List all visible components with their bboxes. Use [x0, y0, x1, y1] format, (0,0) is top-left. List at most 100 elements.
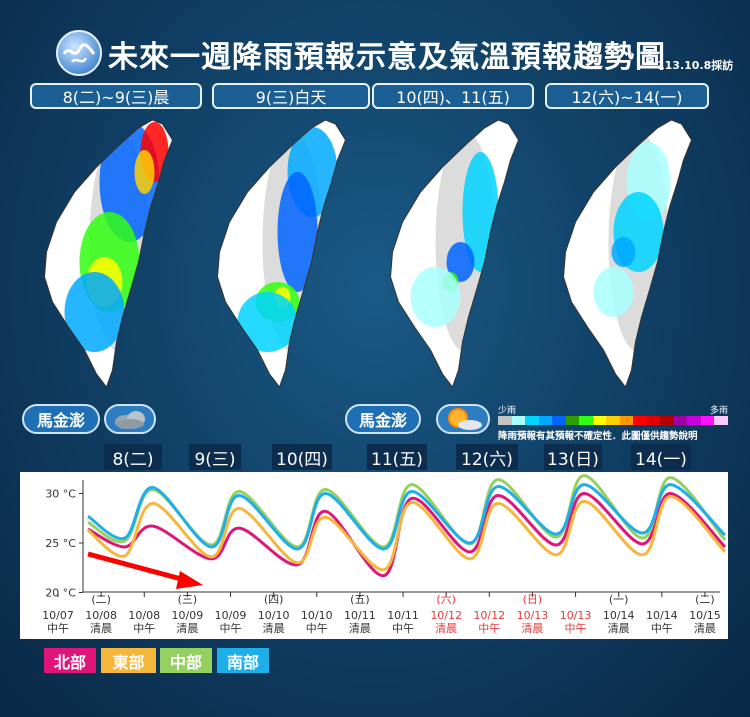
x-tick-label: 清晨	[694, 622, 716, 635]
rain-area	[134, 150, 155, 194]
x-tick-label: 清晨	[349, 622, 371, 635]
rain-area	[64, 272, 125, 352]
cloud-icon	[104, 404, 156, 434]
colorbar-swatch	[660, 416, 674, 425]
colorbar-swatch	[592, 416, 606, 425]
x-tick-label: 10/10	[301, 609, 333, 622]
x-tick-label: 10/09	[172, 609, 204, 622]
legend-south: 南部	[217, 648, 269, 673]
x-tick-label: 清晨	[521, 622, 543, 635]
colorbar-swatch	[646, 416, 660, 425]
day-label: 12(六)	[456, 444, 518, 470]
colorbar-swatch	[606, 416, 620, 425]
x-tick-label: (二)	[695, 593, 715, 606]
x-tick-label: 中午	[651, 622, 673, 635]
rain-area	[410, 267, 461, 327]
x-tick-label: (五)	[350, 593, 370, 606]
rain-scale-note: 降雨預報有其預報不確定性．此圖僅供趨勢說明	[498, 431, 698, 442]
legend-east: 東部	[101, 648, 156, 673]
x-tick-label: 中午	[306, 622, 328, 635]
rain-area	[237, 292, 298, 352]
colorbar-swatch	[700, 416, 714, 425]
x-tick-label: 中午	[565, 622, 587, 635]
x-tick-label: 10/13	[560, 609, 592, 622]
x-tick-label: 10/09	[215, 609, 247, 622]
x-tick-label: 10/14	[603, 609, 635, 622]
x-tick-label: (一)	[609, 593, 629, 606]
region-label-matsu-kinmen-penghu: 馬金澎	[345, 404, 421, 434]
period-label: 12(六)~14(一)	[545, 83, 709, 109]
rain-area	[277, 172, 318, 292]
x-tick-label: 10/10	[258, 609, 290, 622]
rain-colorbar	[498, 416, 728, 425]
x-tick-label: (二)	[91, 593, 111, 606]
rain-forecast-map	[22, 112, 197, 397]
temperature-chart-svg: 20 °C25 °C30 °C10/07中午(二)10/08清晨10/08中午(…	[42, 474, 727, 635]
day-label: 14(一)	[631, 444, 691, 470]
interview-date: 113.10.8採訪	[657, 59, 734, 72]
period-label: 8(二)~9(三)晨	[30, 83, 202, 109]
x-tick-label: 10/15	[689, 609, 721, 622]
colorbar-swatch	[538, 416, 552, 425]
x-tick-label: 10/13	[517, 609, 549, 622]
x-tick-label: 10/12	[473, 609, 505, 622]
x-tick-label: 10/08	[128, 609, 160, 622]
x-tick-label: 10/12	[430, 609, 462, 622]
x-tick-label: 中午	[478, 622, 500, 635]
colorbar-swatch	[498, 416, 512, 425]
region-label-matsu-kinmen-penghu: 馬金澎	[22, 404, 100, 434]
x-tick-label: 10/07	[42, 609, 74, 622]
rain-forecast-map	[195, 112, 370, 397]
period-label: 9(三)白天	[212, 83, 370, 109]
x-tick-label: 清晨	[263, 622, 285, 635]
period-label: 10(四)、11(五)	[372, 83, 534, 109]
day-label: 13(日)	[544, 444, 602, 470]
x-tick-label: (三)	[178, 593, 198, 606]
y-tick-label: 25 °C	[45, 537, 76, 550]
x-tick-label: 10/14	[646, 609, 678, 622]
rain-scale-low: 少雨	[498, 406, 517, 416]
colorbar-swatch	[579, 416, 593, 425]
day-label: 9(三)	[189, 444, 241, 470]
sun-cloud-icon	[436, 404, 490, 434]
colorbar-swatch	[633, 416, 647, 425]
legend-north: 北部	[44, 648, 96, 673]
y-tick-label: 20 °C	[45, 587, 76, 600]
x-tick-label: (六)	[436, 593, 456, 606]
y-tick-label: 30 °C	[45, 488, 76, 501]
day-label: 8(二)	[104, 444, 162, 470]
rain-scale-high: 多雨	[710, 406, 729, 416]
temperature-chart: 20 °C 25 °C 30 °C 10/07 中午 (二) 10/08 清晨 10/08 中午(…	[20, 472, 728, 639]
day-label: 10(四)	[272, 444, 332, 470]
x-tick-label: 10/11	[387, 609, 419, 622]
x-tick-label: 中午	[47, 622, 69, 635]
rain-forecast-map	[368, 112, 543, 397]
colorbar-swatch	[552, 416, 566, 425]
temperature-line-南部	[87, 483, 727, 551]
rain-area	[446, 242, 475, 282]
x-tick-label: 10/11	[344, 609, 376, 622]
colorbar-swatch	[511, 416, 525, 425]
x-tick-label: 中午	[133, 622, 155, 635]
x-tick-label: 中午	[392, 622, 414, 635]
x-tick-label: 清晨	[435, 622, 457, 635]
colorbar-swatch	[525, 416, 539, 425]
x-tick-label: 清晨	[90, 622, 112, 635]
colorbar-swatch	[565, 416, 579, 425]
x-tick-label: (日)	[523, 593, 543, 606]
x-tick-label: 清晨	[608, 622, 630, 635]
day-label: 11(五)	[367, 444, 427, 470]
page-title: 未來一週降雨預報示意及氣溫預報趨勢圖	[108, 40, 666, 75]
colorbar-swatch	[619, 416, 633, 425]
legend-central: 中部	[160, 648, 212, 673]
colorbar-swatch	[673, 416, 687, 425]
x-tick-label: 中午	[220, 622, 242, 635]
cwa-logo	[56, 30, 102, 76]
rain-area	[593, 267, 634, 317]
x-tick-label: 清晨	[176, 622, 198, 635]
x-tick-label: (四)	[264, 593, 284, 606]
temperature-line-東部	[87, 494, 727, 572]
rain-area	[611, 237, 636, 267]
x-tick-label: 10/08	[85, 609, 117, 622]
colorbar-swatch	[687, 416, 701, 425]
